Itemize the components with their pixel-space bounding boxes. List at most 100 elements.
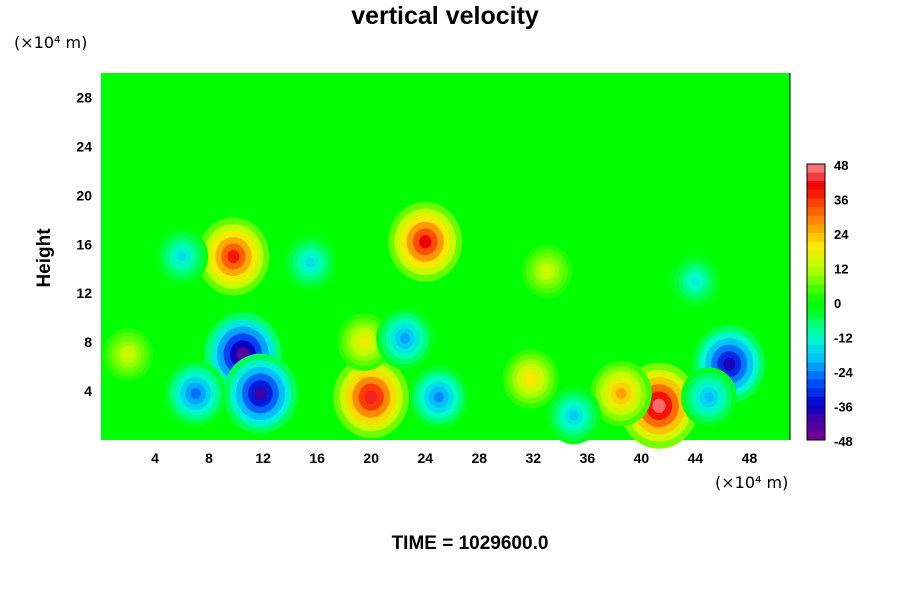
colorbar-band — [807, 276, 825, 286]
colorbar-tick-label: 48 — [834, 158, 848, 173]
heatmap-feature — [164, 360, 227, 427]
x-tick-label: 20 — [363, 450, 379, 466]
y-tick-label: 16 — [76, 236, 92, 252]
x-tick-label: 32 — [526, 450, 542, 466]
colorbar-band — [807, 258, 825, 268]
x-axis-ticks: 4 8 12 16 20 24 28 32 36 40 44 48 — [151, 450, 757, 466]
colorbar-band — [807, 327, 825, 337]
y-tick-label: 4 — [84, 383, 92, 399]
colorbar-band — [807, 302, 825, 312]
colorbar-band — [807, 345, 825, 355]
colorbar-band — [807, 172, 825, 182]
colorbar-band — [807, 284, 825, 294]
heatmap-field — [102, 201, 766, 449]
colorbar-band — [807, 250, 825, 260]
colorbar-band — [807, 396, 825, 406]
heatmap-feature — [502, 349, 559, 409]
y-axis-ticks: 4 8 12 16 20 24 28 — [76, 89, 92, 399]
heatmap-feature — [155, 228, 209, 285]
heatmap-contour — [433, 391, 444, 403]
heatmap-contour — [254, 386, 267, 401]
colorbar-band — [807, 388, 825, 398]
x-tick-label: 8 — [205, 450, 213, 466]
colorbar-band — [807, 319, 825, 329]
y-tick-label: 24 — [76, 138, 92, 154]
heatmap-contour — [190, 388, 201, 399]
colorbar-bands — [807, 164, 825, 441]
chart-title: vertical velocity — [351, 2, 539, 30]
heatmap-feature — [388, 201, 463, 282]
heatmap-feature — [409, 365, 469, 429]
heatmap-contour — [306, 257, 315, 268]
colorbar-band — [807, 371, 825, 381]
x-tick-label: 44 — [688, 450, 704, 466]
heatmap-feature — [590, 360, 652, 427]
colorbar-band — [807, 362, 825, 372]
y-tick-label: 28 — [76, 89, 92, 105]
colorbar-band — [807, 164, 825, 174]
y-tick-label: 12 — [76, 285, 92, 301]
colorbar-band — [807, 422, 825, 432]
x-unit-label: (×10⁴ m) — [715, 473, 788, 492]
heatmap-feature — [102, 327, 154, 382]
colorbar-band — [807, 215, 825, 225]
colorbar-tick-label: 24 — [834, 227, 849, 242]
heatmap-feature — [197, 217, 270, 296]
colorbar-band — [807, 241, 825, 251]
colorbar-band — [807, 353, 825, 363]
heatmap-contour — [227, 250, 240, 263]
heatmap-contour — [652, 398, 666, 413]
heatmap-contour — [691, 276, 700, 286]
x-tick-label: 40 — [634, 450, 650, 466]
colorbar-tick-label: -36 — [834, 400, 853, 415]
heatmap-feature — [376, 307, 434, 370]
colorbar-band — [807, 293, 825, 303]
colorbar-band — [807, 207, 825, 217]
colorbar-band — [807, 310, 825, 320]
x-tick-label: 24 — [417, 450, 433, 466]
colorbar-frame — [806, 163, 826, 441]
y-tick-label: 20 — [76, 187, 92, 203]
time-label: TIME = 1029600.0 — [392, 533, 549, 554]
heatmap-contour — [419, 235, 432, 249]
heatmap-contour — [616, 388, 627, 399]
colorbar-band — [807, 379, 825, 389]
heatmap-contour — [723, 357, 736, 371]
y-axis-label: Height — [34, 228, 55, 288]
x-tick-label: 12 — [255, 450, 271, 466]
heatmap-contour — [364, 390, 378, 405]
x-tick-label: 4 — [151, 450, 159, 466]
colorbar-tick-label: 36 — [834, 193, 848, 208]
colorbar-band — [807, 336, 825, 346]
heatmap-feature — [546, 386, 601, 445]
heatmap-contour — [525, 373, 536, 384]
colorbar-band — [807, 224, 825, 234]
colorbar-tick-label: 12 — [834, 262, 848, 277]
colorbar-band — [807, 198, 825, 208]
colorbar-tick-label: 0 — [834, 296, 841, 311]
x-tick-label: 16 — [309, 450, 325, 466]
colorbar-tick-label: -24 — [834, 365, 854, 380]
colorbar-ticks: 48 36 24 12 0 -12 -24 -36 -48 — [834, 158, 854, 449]
colorbar-band — [807, 405, 825, 415]
colorbar-band — [807, 233, 825, 243]
colorbar-band — [807, 189, 825, 199]
heatmap-feature — [333, 356, 410, 439]
heatmap-feature — [223, 353, 298, 434]
x-tick-label: 48 — [742, 450, 758, 466]
plot-area — [101, 73, 791, 449]
x-tick-label: 28 — [471, 450, 487, 466]
colorbar-band — [807, 267, 825, 277]
heatmap-contour — [400, 333, 410, 344]
y-tick-label: 8 — [84, 334, 92, 350]
heatmap-feature — [681, 367, 737, 427]
heatmap-contour — [123, 349, 133, 359]
heatmap-feature — [670, 254, 721, 308]
colorbar-tick-label: -12 — [834, 331, 853, 346]
x-tick-label: 36 — [580, 450, 596, 466]
colorbar-band — [807, 431, 825, 441]
heatmap-contour — [704, 392, 714, 403]
heatmap-contour — [542, 266, 552, 276]
colorbar: 48 36 24 12 0 -12 -24 -36 -48 — [806, 158, 854, 449]
